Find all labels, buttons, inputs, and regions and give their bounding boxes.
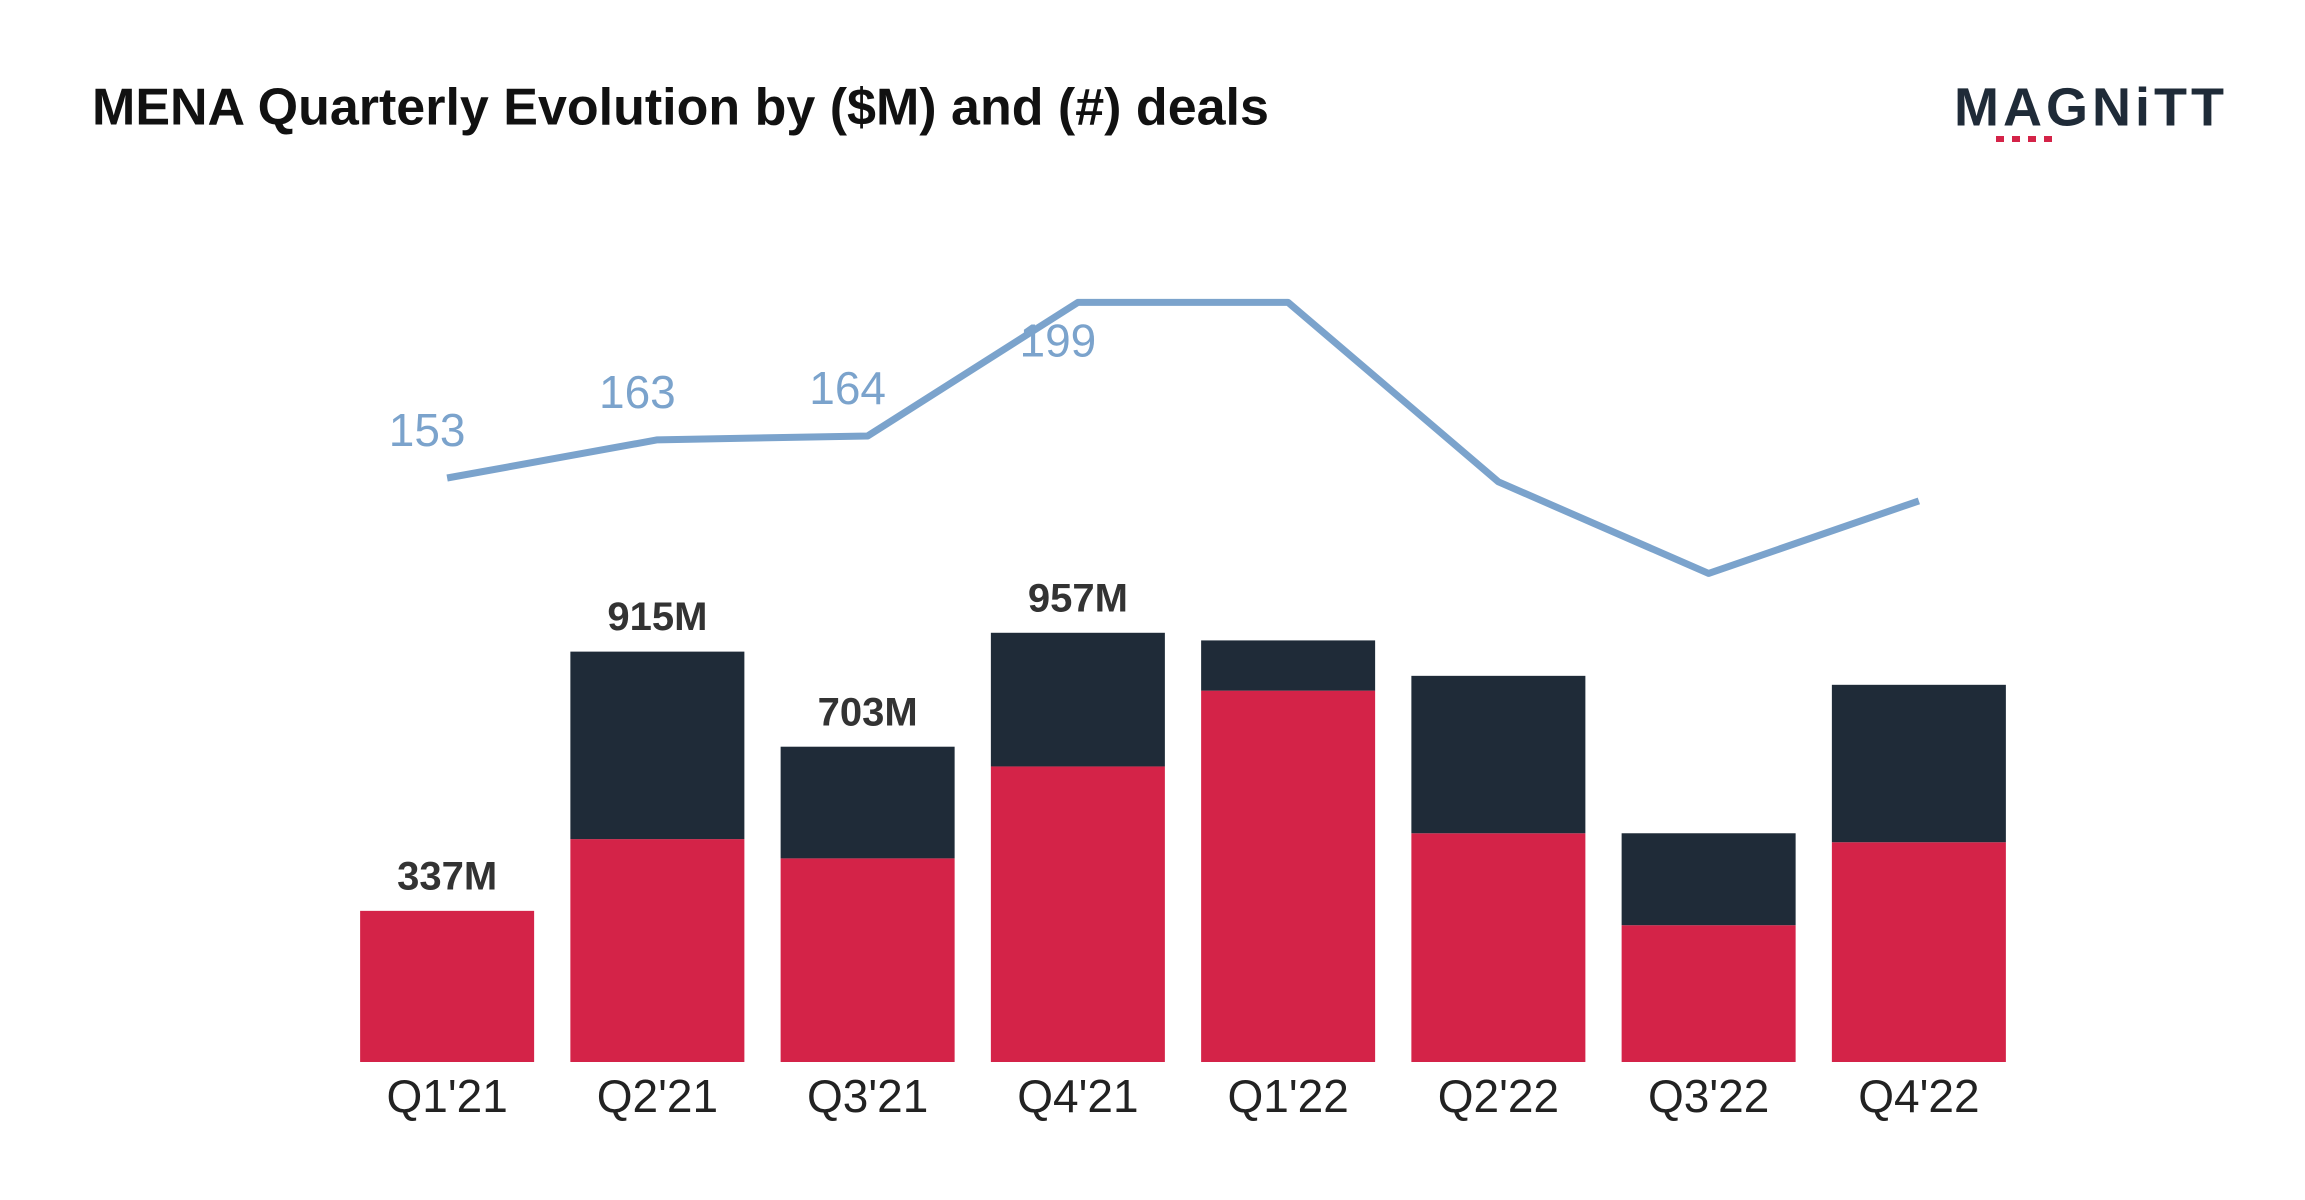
x-tick-label: Q4'21 bbox=[1017, 1070, 1138, 1122]
total-label: 957M bbox=[1028, 576, 1128, 620]
x-tick-label: Q2'21 bbox=[597, 1070, 718, 1122]
bar-segment bbox=[360, 910, 535, 1062]
bar-segment bbox=[1831, 684, 2006, 843]
bar-segment bbox=[780, 746, 955, 859]
bar-segment bbox=[1411, 833, 1586, 1062]
bar-segment bbox=[570, 651, 745, 840]
data-label: 153 bbox=[389, 404, 466, 456]
logo-dot bbox=[2028, 136, 2036, 142]
logo-dot bbox=[2012, 136, 2020, 142]
x-tick-label: Q4'22 bbox=[1858, 1070, 1979, 1122]
bar-segment bbox=[1201, 640, 1376, 691]
bar-segment bbox=[1831, 842, 2006, 1062]
bar-segment bbox=[1621, 833, 1796, 926]
bar-segment bbox=[1621, 925, 1796, 1062]
logo-dots bbox=[1996, 136, 2052, 142]
x-tick-label: Q3'22 bbox=[1648, 1070, 1769, 1122]
bar-segment bbox=[1411, 675, 1586, 834]
x-tick-label: Q1'21 bbox=[386, 1070, 507, 1122]
bar-segment bbox=[990, 766, 1165, 1062]
data-label: 164 bbox=[809, 362, 886, 414]
bar-segment bbox=[780, 858, 955, 1062]
line bbox=[446, 298, 1921, 577]
x-tick-label: Q2'22 bbox=[1438, 1070, 1559, 1122]
logo: MAGNiTT bbox=[1954, 77, 2228, 137]
data-label: 199 bbox=[1020, 315, 1097, 367]
x-tick-label: Q3'21 bbox=[807, 1070, 928, 1122]
bar-segment bbox=[990, 632, 1165, 767]
bar-segment bbox=[1201, 690, 1376, 1062]
logo-dot bbox=[2044, 136, 2052, 142]
total-label: 337M bbox=[397, 854, 497, 898]
chart-title: MENA Quarterly Evolution by ($M) and (#)… bbox=[92, 79, 1269, 137]
bar-segment bbox=[570, 839, 745, 1062]
logo-dot bbox=[1996, 136, 2004, 142]
x-tick-label: Q1'22 bbox=[1227, 1070, 1348, 1122]
total-label: 915M bbox=[607, 595, 707, 639]
total-label: 703M bbox=[818, 690, 918, 734]
data-label: 163 bbox=[599, 366, 676, 418]
